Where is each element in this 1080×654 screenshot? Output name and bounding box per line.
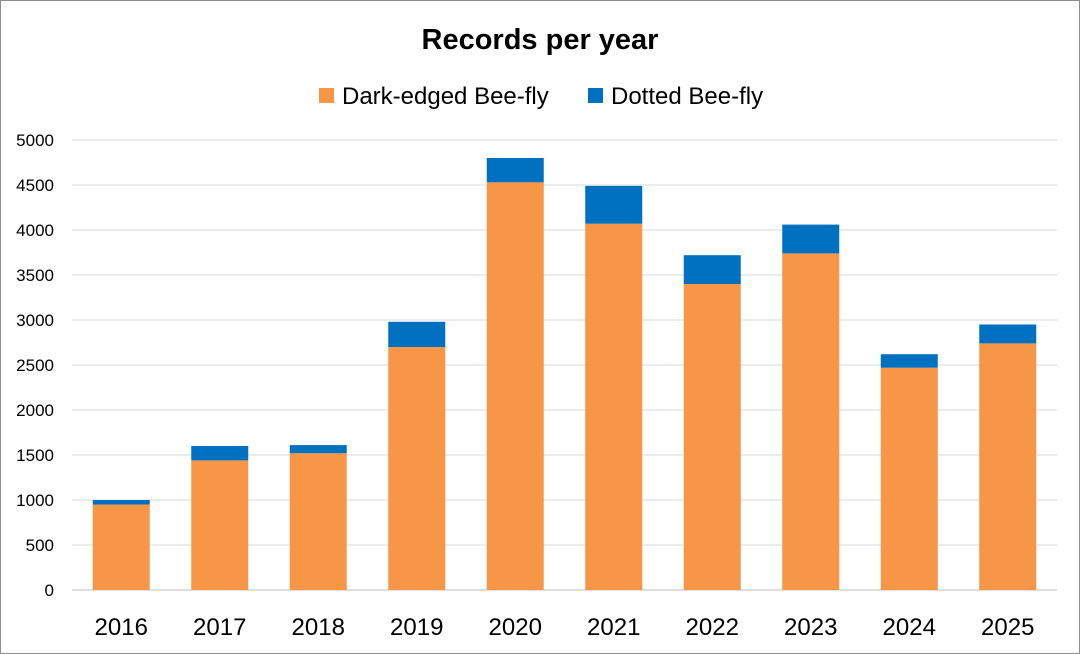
bar-2018-series-0 xyxy=(289,453,347,590)
y-tick-label-1500: 1500 xyxy=(16,446,54,465)
bar-2024-series-0 xyxy=(880,367,938,590)
legend: Dark-edged Bee-fly Dotted Bee-fly xyxy=(319,83,763,110)
bar-2020-series-0 xyxy=(486,182,544,591)
y-tick-label-3500: 3500 xyxy=(16,266,54,285)
legend-label-0: Dark-edged Bee-fly xyxy=(342,83,549,110)
bar-2017-series-0 xyxy=(191,460,249,590)
x-tick-label-2021: 2021 xyxy=(587,614,640,641)
bar-2025-series-1 xyxy=(979,324,1037,344)
legend-label-1: Dotted Bee-fly xyxy=(611,83,763,110)
bars xyxy=(92,158,1037,591)
bar-2016-series-0 xyxy=(92,504,150,590)
bar-2019-series-0 xyxy=(388,347,446,590)
y-tick-label-2000: 2000 xyxy=(16,401,54,420)
x-tick-label-2019: 2019 xyxy=(390,614,443,641)
bar-2022-series-0 xyxy=(683,284,741,590)
bar-2021-series-0 xyxy=(585,223,643,590)
bar-2017-series-1 xyxy=(191,446,249,461)
x-tick-label-2020: 2020 xyxy=(489,614,542,641)
x-tick-label-2017: 2017 xyxy=(193,614,246,641)
y-tick-label-4000: 4000 xyxy=(16,221,54,240)
chart-title: Records per year xyxy=(422,24,659,56)
y-tick-label-5000: 5000 xyxy=(16,131,54,150)
x-tick-label-2016: 2016 xyxy=(95,614,148,641)
x-tick-label-2022: 2022 xyxy=(686,614,739,641)
y-tick-label-3000: 3000 xyxy=(16,311,54,330)
bar-2025-series-0 xyxy=(979,343,1037,590)
x-tick-label-2023: 2023 xyxy=(784,614,837,641)
bar-2016-series-1 xyxy=(92,500,150,505)
bar-2019-series-1 xyxy=(388,321,446,347)
y-tick-label-1000: 1000 xyxy=(16,491,54,510)
y-axis: 0 500 1000 1500 2000 2500 3000 3500 4000 4500 5000 xyxy=(16,131,54,600)
x-axis: 2016 2017 2018 2019 2020 2021 2022 2023 2024 2025 xyxy=(95,614,1035,641)
legend-swatch-1 xyxy=(588,88,603,103)
y-tick-label-500: 500 xyxy=(26,536,54,555)
bar-2021-series-1 xyxy=(585,185,643,224)
bar-2024-series-1 xyxy=(880,354,938,368)
y-tick-label-0: 0 xyxy=(45,581,54,600)
x-tick-label-2018: 2018 xyxy=(292,614,345,641)
x-tick-label-2025: 2025 xyxy=(981,614,1034,641)
y-tick-label-4500: 4500 xyxy=(16,176,54,195)
bar-2020-series-1 xyxy=(486,158,544,183)
y-tick-label-2500: 2500 xyxy=(16,356,54,375)
bar-2023-series-0 xyxy=(782,253,840,590)
x-tick-label-2024: 2024 xyxy=(883,614,936,641)
bar-2018-series-1 xyxy=(289,445,347,454)
bar-2023-series-1 xyxy=(782,224,840,254)
bar-2022-series-1 xyxy=(683,255,741,284)
legend-swatch-0 xyxy=(319,88,334,103)
